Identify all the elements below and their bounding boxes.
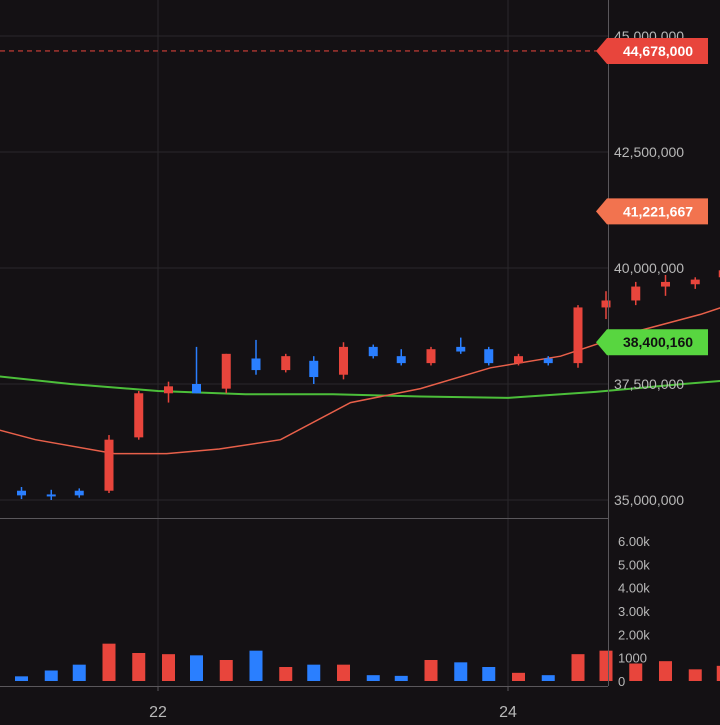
candle-body[interactable] <box>690 279 700 285</box>
volume-tick-label: 5.00k <box>618 557 650 572</box>
date-tick-label: 24 <box>499 704 517 720</box>
candle-body[interactable] <box>456 346 466 352</box>
candle-body[interactable] <box>74 490 84 496</box>
candle-body[interactable] <box>543 358 553 364</box>
ma-short-tag-label: 41,221,667 <box>623 203 693 219</box>
volume-bar[interactable] <box>571 654 585 681</box>
candle-body[interactable] <box>46 494 56 497</box>
volume-bar[interactable] <box>102 643 116 681</box>
volume-bar[interactable] <box>219 660 233 681</box>
ma-long-tag-shape <box>596 329 708 356</box>
volume-bar[interactable] <box>482 667 496 681</box>
volume-bar[interactable] <box>366 675 380 681</box>
ma-long-tag-label: 38,400,160 <box>623 334 693 350</box>
moving-average-layer <box>0 307 720 455</box>
candle-body[interactable] <box>514 356 523 364</box>
candle-body[interactable] <box>192 384 201 394</box>
volume-bar[interactable] <box>394 675 408 681</box>
volume-bar[interactable] <box>629 663 643 682</box>
volume-bar[interactable] <box>454 662 468 681</box>
price-tick-label: 40,000,000 <box>614 260 684 276</box>
volume-bar[interactable] <box>72 664 86 681</box>
candle-body[interactable] <box>339 346 348 375</box>
volume-bar[interactable] <box>688 669 702 681</box>
price-tick-label: 37,500,000 <box>614 376 684 392</box>
candle-body[interactable] <box>396 356 406 364</box>
candle-body[interactable] <box>718 270 720 278</box>
candle-body[interactable] <box>631 286 641 301</box>
candle-body[interactable] <box>484 349 494 364</box>
volume-bar[interactable] <box>190 655 203 681</box>
volume-tick-label: 3.00k <box>618 604 650 619</box>
current-price-tag-label: 44,678,000 <box>623 43 693 59</box>
ma-short-line <box>0 307 720 455</box>
price-tick-label: 42,500,000 <box>614 144 684 160</box>
price-tick-label: 35,000,000 <box>614 492 684 508</box>
candle-body[interactable] <box>601 300 611 308</box>
volume-bar[interactable] <box>512 672 525 681</box>
volume-bar[interactable] <box>424 660 438 681</box>
volume-bar[interactable] <box>659 661 672 681</box>
candle-body[interactable] <box>134 393 144 438</box>
volume-bar[interactable] <box>132 653 146 681</box>
candle-body[interactable] <box>17 490 26 496</box>
volume-bar[interactable] <box>337 664 350 681</box>
price-tag-layer: 44,678,000 41,221,667 38,400,160 <box>596 37 708 356</box>
volume-bar[interactable] <box>15 676 28 681</box>
ma-short-tag-shape <box>596 198 708 225</box>
volume-bar[interactable] <box>307 664 321 681</box>
date-tick-label: 22 <box>149 704 167 720</box>
volume-tick-label: 6.00k <box>618 534 650 549</box>
volume-tick-label: 4.00k <box>618 581 650 596</box>
candle-body[interactable] <box>281 356 291 371</box>
current-price-tag-shape <box>596 37 708 64</box>
candle-body[interactable] <box>164 386 173 394</box>
volume-tick-label: 0 <box>618 674 625 689</box>
volume-bar[interactable] <box>716 665 720 681</box>
ma-long-line <box>0 375 720 399</box>
current-price-tag: 44,678,000 <box>596 37 708 64</box>
volume-layer[interactable] <box>0 520 720 681</box>
volume-bar[interactable] <box>279 667 293 681</box>
candle-body[interactable] <box>426 349 436 364</box>
candle-body[interactable] <box>221 353 231 389</box>
volume-bar[interactable] <box>162 654 175 681</box>
ma-short-tag: 41,221,667 <box>596 198 708 225</box>
volume-tick-label: 1000 <box>618 651 647 666</box>
grid-layer <box>0 0 608 686</box>
candle-layer[interactable] <box>0 27 720 505</box>
volume-bar[interactable] <box>541 675 555 681</box>
ma-long-tag: 38,400,160 <box>596 329 708 356</box>
candle-body[interactable] <box>309 360 319 378</box>
candle-body[interactable] <box>573 307 583 364</box>
volume-bar[interactable] <box>249 650 263 681</box>
volume-tick-label: 2.00k <box>618 627 650 642</box>
volume-bar[interactable] <box>599 650 613 681</box>
candle-body[interactable] <box>251 358 261 371</box>
candle-body[interactable] <box>104 439 114 491</box>
candle-body[interactable] <box>661 281 670 287</box>
volume-bar[interactable] <box>44 670 58 682</box>
candle-body[interactable] <box>368 346 378 357</box>
